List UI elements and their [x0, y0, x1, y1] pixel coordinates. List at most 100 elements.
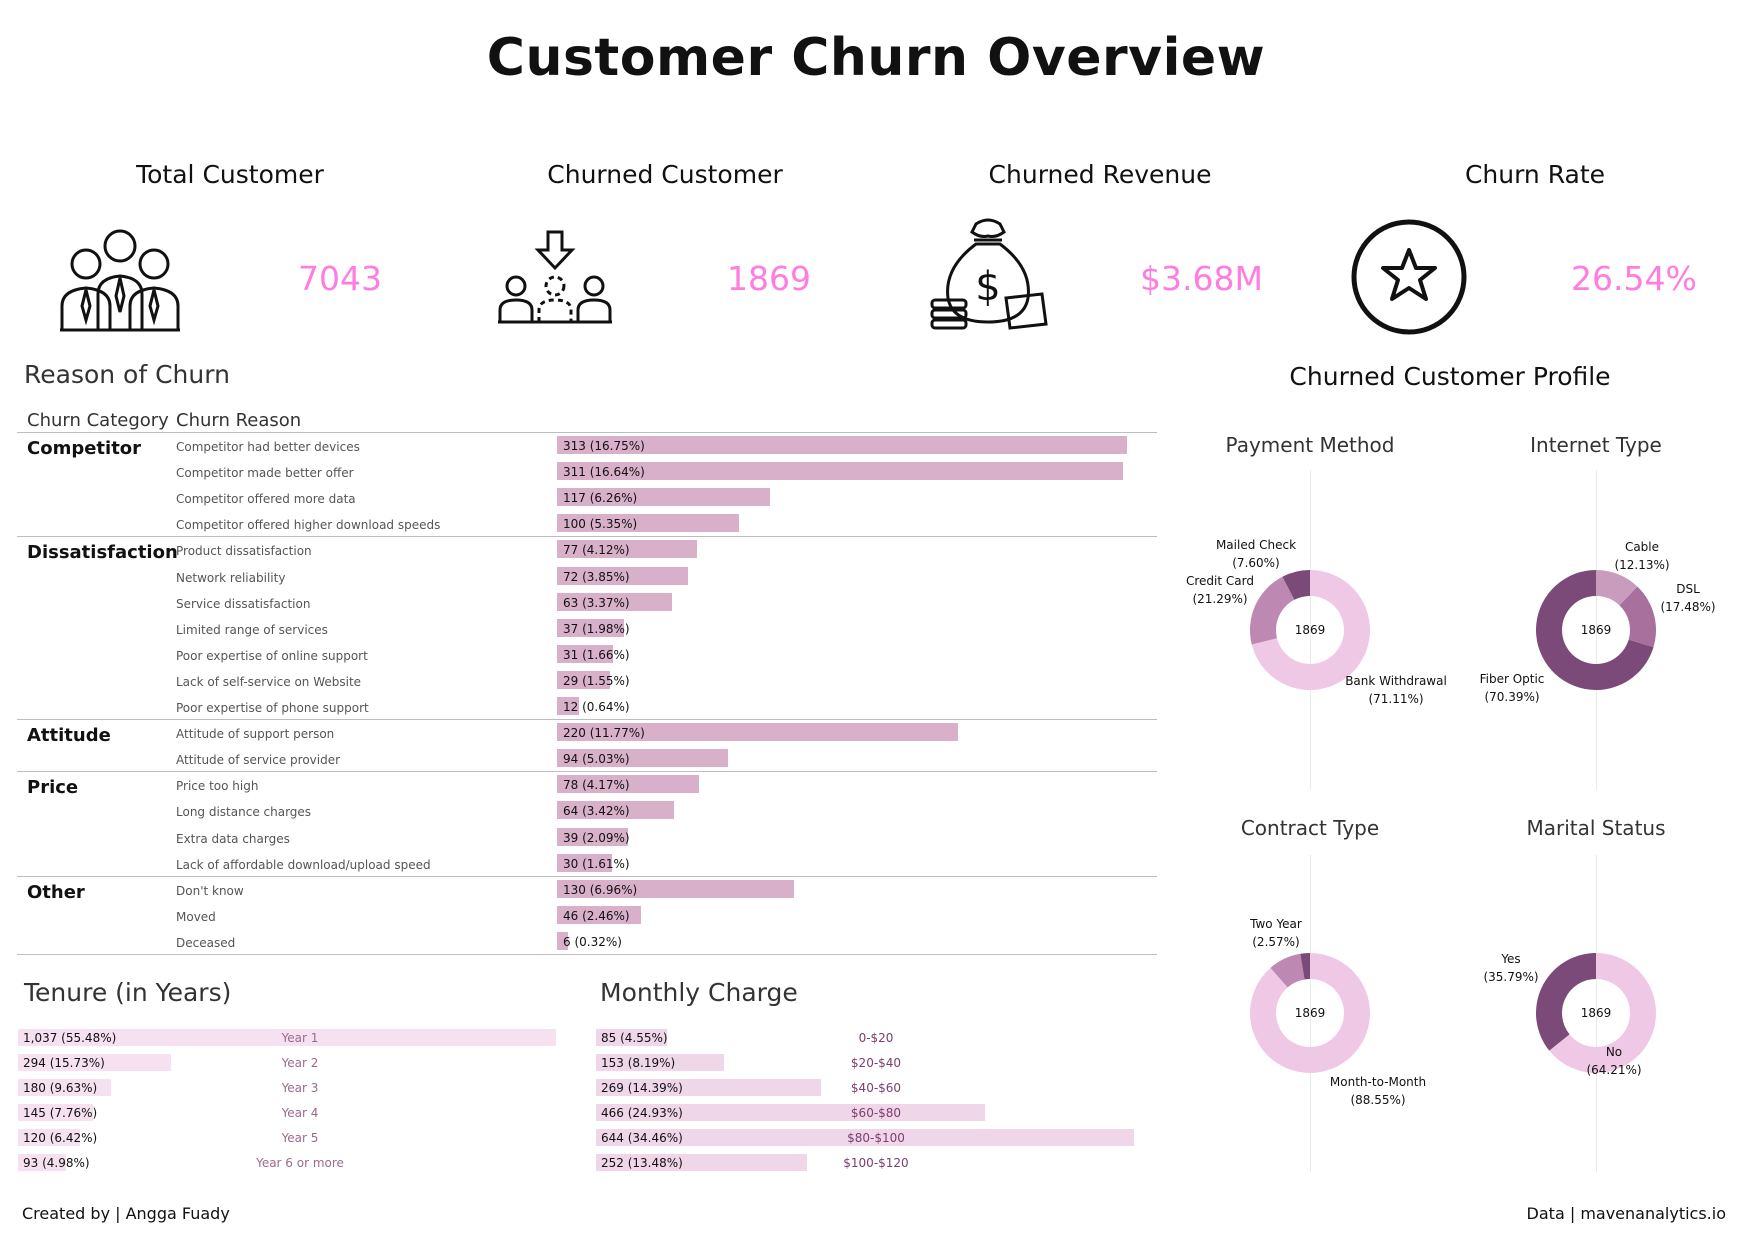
- tenure-bar: [18, 1104, 94, 1121]
- churn-reason-header: Churn Reason: [176, 410, 302, 431]
- slice-name: Bank Withdrawal: [1345, 674, 1447, 688]
- group-divider: [17, 719, 1157, 721]
- reason-value-label: 29 (1.55%): [563, 673, 630, 688]
- reason-bar: [557, 879, 794, 898]
- donut-slice-label: No (64.21%): [1554, 1043, 1674, 1079]
- reason-label: Competitor had better devices: [176, 440, 360, 454]
- tenure-value-label: 180 (9.63%): [23, 1081, 98, 1095]
- donut-chart: [1250, 953, 1370, 1073]
- reason-value-label: 12 (0.64%): [563, 700, 630, 714]
- reason-value-label: 30 (1.61%): [563, 856, 630, 871]
- tenure-bar: [18, 1079, 112, 1096]
- slice-percent: (21.29%): [1192, 592, 1248, 606]
- donut-slice-label: Mailed Check (7.60%): [1196, 536, 1316, 572]
- reason-value-label: 100 (5.35%): [563, 517, 638, 532]
- reason-label: Competitor offered higher download speed…: [176, 518, 441, 533]
- reason-of-churn-heading: Reason of Churn: [24, 360, 230, 389]
- churned-customer-profile-heading: Churned Customer Profile: [1289, 362, 1611, 391]
- slice-percent: (88.55%): [1350, 1093, 1406, 1107]
- footer-credit: Created by | Angga Fuady: [22, 1204, 230, 1223]
- reason-label: Network reliability: [176, 570, 286, 585]
- donut-slice-label: Credit Card (21.29%): [1160, 572, 1280, 608]
- monthly-value-label: 466 (24.93%): [601, 1106, 683, 1120]
- tenure-bucket-label: Year 5: [281, 1131, 319, 1145]
- reason-value-label: 31 (1.66%): [563, 647, 630, 662]
- donut-title: Payment Method: [1225, 433, 1395, 457]
- tenure-bucket-label: Year 2: [281, 1056, 319, 1070]
- kpi-churned-revenue-label: Churned Revenue: [988, 160, 1212, 189]
- donut-slice: [1270, 953, 1305, 988]
- monthly-value-label: 269 (14.39%): [601, 1081, 683, 1095]
- tenure-bar: [18, 1154, 67, 1171]
- reason-bar: [557, 592, 672, 611]
- monthly-bucket-label: $100-$120: [843, 1156, 909, 1170]
- donut-slice: [1250, 576, 1295, 645]
- reason-value-label: 220 (11.77%): [563, 726, 645, 741]
- people-down-arrow-icon: [498, 230, 612, 324]
- reason-bar: [557, 488, 771, 507]
- monthly-charge-heading: Monthly Charge: [600, 978, 798, 1007]
- reason-of-churn-chart: Competitor Competitor had better devices 3…: [17, 432, 1157, 955]
- tenure-value-label: 145 (7.76%): [23, 1106, 98, 1120]
- tenure-bar: [18, 1054, 171, 1071]
- monthly-value-label: 644 (34.46%): [601, 1131, 683, 1145]
- tenure-value-label: 294 (15.73%): [23, 1056, 105, 1070]
- donut-slice-label: Cable (12.13%): [1582, 538, 1702, 574]
- monthly-charge-chart: 85 (4.55%) 0-$20 153 (8.19%) $20-$40 269 (14…: [596, 1029, 1134, 1171]
- category-label: Dissatisfaction: [27, 542, 178, 564]
- reason-value-label: 64 (3.42%): [563, 804, 630, 819]
- group-divider: [17, 875, 1157, 877]
- group-divider: [17, 536, 1157, 538]
- reason-label: Price too high: [176, 779, 259, 794]
- tenure-value-label: 1,037 (55.48%): [23, 1031, 117, 1045]
- monthly-bar: [596, 1079, 821, 1096]
- donut-center-value: 1869: [1580, 623, 1612, 637]
- donut-slice-label: Month-to-Month (88.55%): [1318, 1073, 1438, 1109]
- donut-center-value: 1869: [1294, 1006, 1326, 1020]
- slice-name: Two Year: [1250, 917, 1302, 931]
- monthly-bar: [596, 1154, 807, 1171]
- kpi-total-customer-label: Total Customer: [136, 160, 324, 189]
- tenure-chart: 1,037 (55.48%) Year 1 294 (15.73%) Year 2 18…: [0, 0, 580, 1180]
- donut-slice: [1549, 953, 1656, 1073]
- star-circle-icon: [1351, 219, 1467, 335]
- reason-bar: [557, 618, 625, 637]
- reason-value-label: 77 (4.12%): [563, 543, 630, 558]
- donut-slice: [1300, 953, 1310, 980]
- slice-percent: (64.21%): [1586, 1063, 1642, 1077]
- reason-label: Competitor offered more data: [176, 492, 356, 507]
- kpi-total-customer-value: 7043: [298, 259, 382, 298]
- donut-title: Marital Status: [1526, 816, 1666, 840]
- slice-percent: (70.39%): [1484, 690, 1540, 704]
- category-label: Other: [27, 881, 85, 903]
- donut-chart: [1536, 953, 1656, 1073]
- slice-name: Credit Card: [1186, 574, 1254, 588]
- donut-slice: [1596, 570, 1638, 606]
- group-divider: [17, 954, 1157, 955]
- monthly-bar: [596, 1029, 667, 1046]
- svg-text:$: $: [975, 264, 1000, 310]
- donut-slice: [1250, 953, 1370, 1073]
- reason-label: Product dissatisfaction: [176, 544, 312, 559]
- donut-slice: [1251, 570, 1370, 690]
- reason-bar: [557, 540, 698, 559]
- monthly-bucket-label: $80-$100: [847, 1131, 905, 1145]
- donut-title: Internet Type: [1530, 433, 1662, 457]
- donut-center-value: 1869: [1294, 623, 1326, 637]
- reason-label: Deceased: [176, 935, 236, 950]
- slice-percent: (2.57%): [1252, 935, 1300, 949]
- slice-name: No: [1605, 1045, 1623, 1059]
- tenure-bucket-label: Year 3: [281, 1081, 319, 1095]
- slice-name: Fiber Optic: [1479, 672, 1545, 686]
- slice-percent: (12.13%): [1614, 558, 1670, 572]
- donut-slice-label: DSL (17.48%): [1628, 580, 1748, 616]
- reason-value-label: 94 (5.03%): [563, 752, 630, 767]
- reason-value-label: 39 (2.09%): [563, 830, 630, 845]
- donut-chart: [1536, 570, 1656, 690]
- donut-title: Contract Type: [1240, 816, 1380, 840]
- donut-axis-line: [1310, 855, 1311, 1172]
- reason-label: Lack of affordable download/upload speed: [176, 857, 431, 872]
- donut-center-value: 1869: [1580, 1006, 1612, 1020]
- reason-bar: [557, 566, 689, 585]
- reason-bar: [557, 462, 1124, 481]
